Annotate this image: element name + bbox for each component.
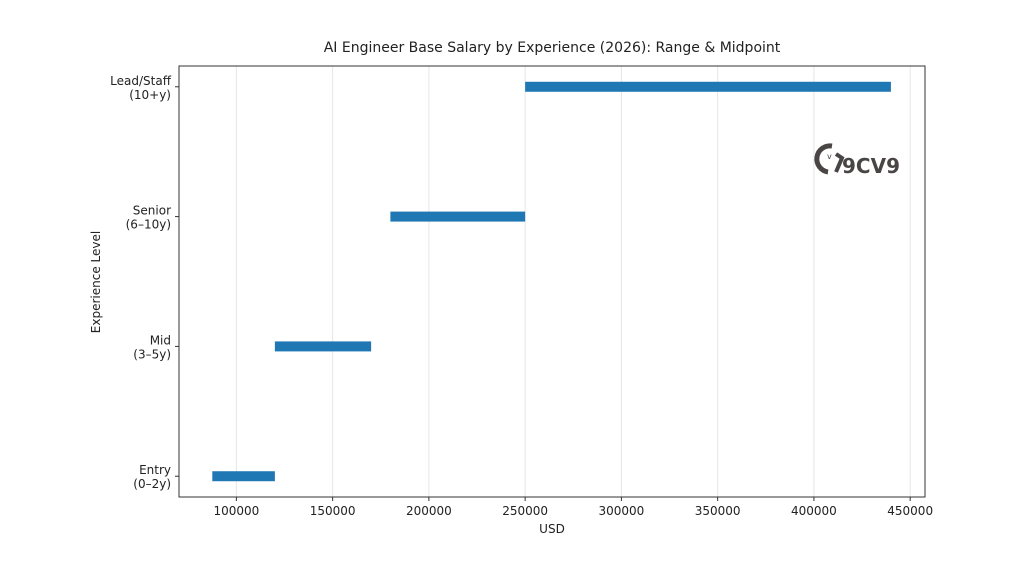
y-tick-label: Senior (6–10y) bbox=[126, 204, 171, 232]
range-bar bbox=[525, 81, 891, 92]
x-tick-label: 200000 bbox=[406, 504, 452, 518]
range-bar bbox=[274, 341, 372, 352]
range-bar bbox=[390, 211, 526, 222]
plot-frame bbox=[178, 65, 926, 498]
x-tick-label: 250000 bbox=[502, 504, 548, 518]
x-tick-label: 450000 bbox=[887, 504, 933, 518]
range-bar bbox=[212, 471, 275, 482]
x-tick-label: 350000 bbox=[695, 504, 741, 518]
x-axis-label: USD bbox=[539, 522, 565, 536]
y-axis-label: Experience Level bbox=[89, 231, 103, 333]
svg-text:9CV9: 9CV9 bbox=[842, 154, 900, 178]
9cv9-logo-watermark: v 9CV9 bbox=[814, 143, 900, 178]
y-tick-label: Mid (3–5y) bbox=[133, 333, 171, 361]
y-tick-label: Lead/Staff (10+y) bbox=[110, 74, 172, 102]
x-tick-label: 100000 bbox=[213, 504, 259, 518]
y-tick-label: Entry (0–2y) bbox=[133, 463, 171, 491]
x-tick-label: 400000 bbox=[791, 504, 837, 518]
svg-text:v: v bbox=[827, 152, 832, 161]
x-tick-label: 300000 bbox=[598, 504, 644, 518]
x-tick-label: 150000 bbox=[310, 504, 356, 518]
chart-title: AI Engineer Base Salary by Experience (2… bbox=[324, 40, 781, 56]
